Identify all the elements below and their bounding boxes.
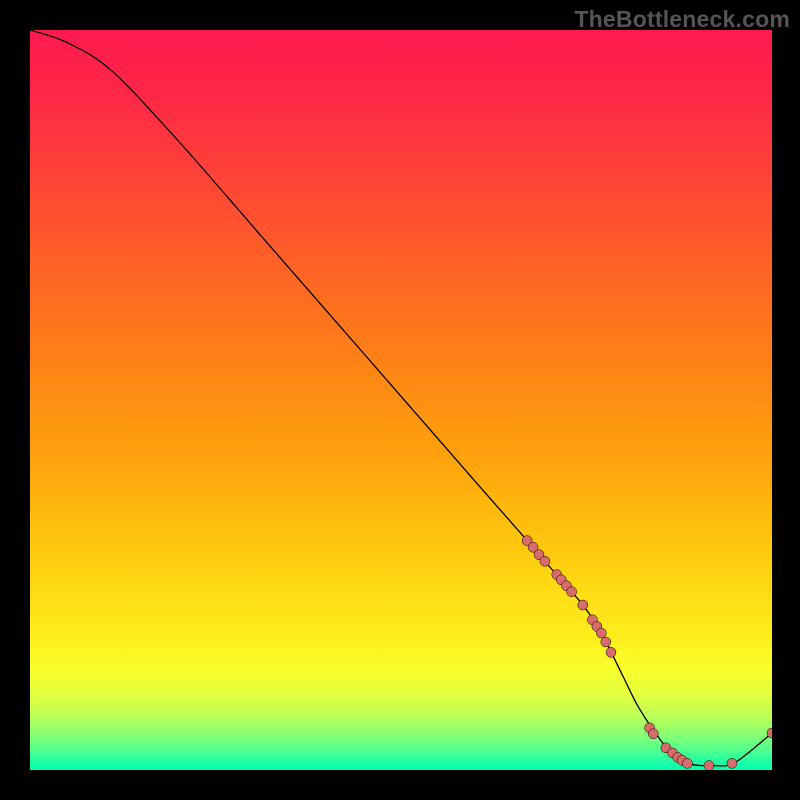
data-point	[596, 628, 606, 638]
data-point	[601, 637, 611, 647]
watermark-label: TheBottleneck.com	[574, 6, 790, 33]
data-point	[567, 587, 577, 597]
data-point	[727, 758, 737, 768]
data-point	[704, 761, 714, 770]
data-point	[540, 556, 550, 566]
data-point	[648, 729, 658, 739]
data-point	[578, 600, 588, 610]
chart-svg	[30, 30, 772, 770]
data-point	[682, 758, 692, 768]
chart-background	[30, 30, 772, 770]
plot-area	[30, 30, 772, 770]
chart-frame: TheBottleneck.com	[0, 0, 800, 800]
data-point	[606, 647, 616, 657]
